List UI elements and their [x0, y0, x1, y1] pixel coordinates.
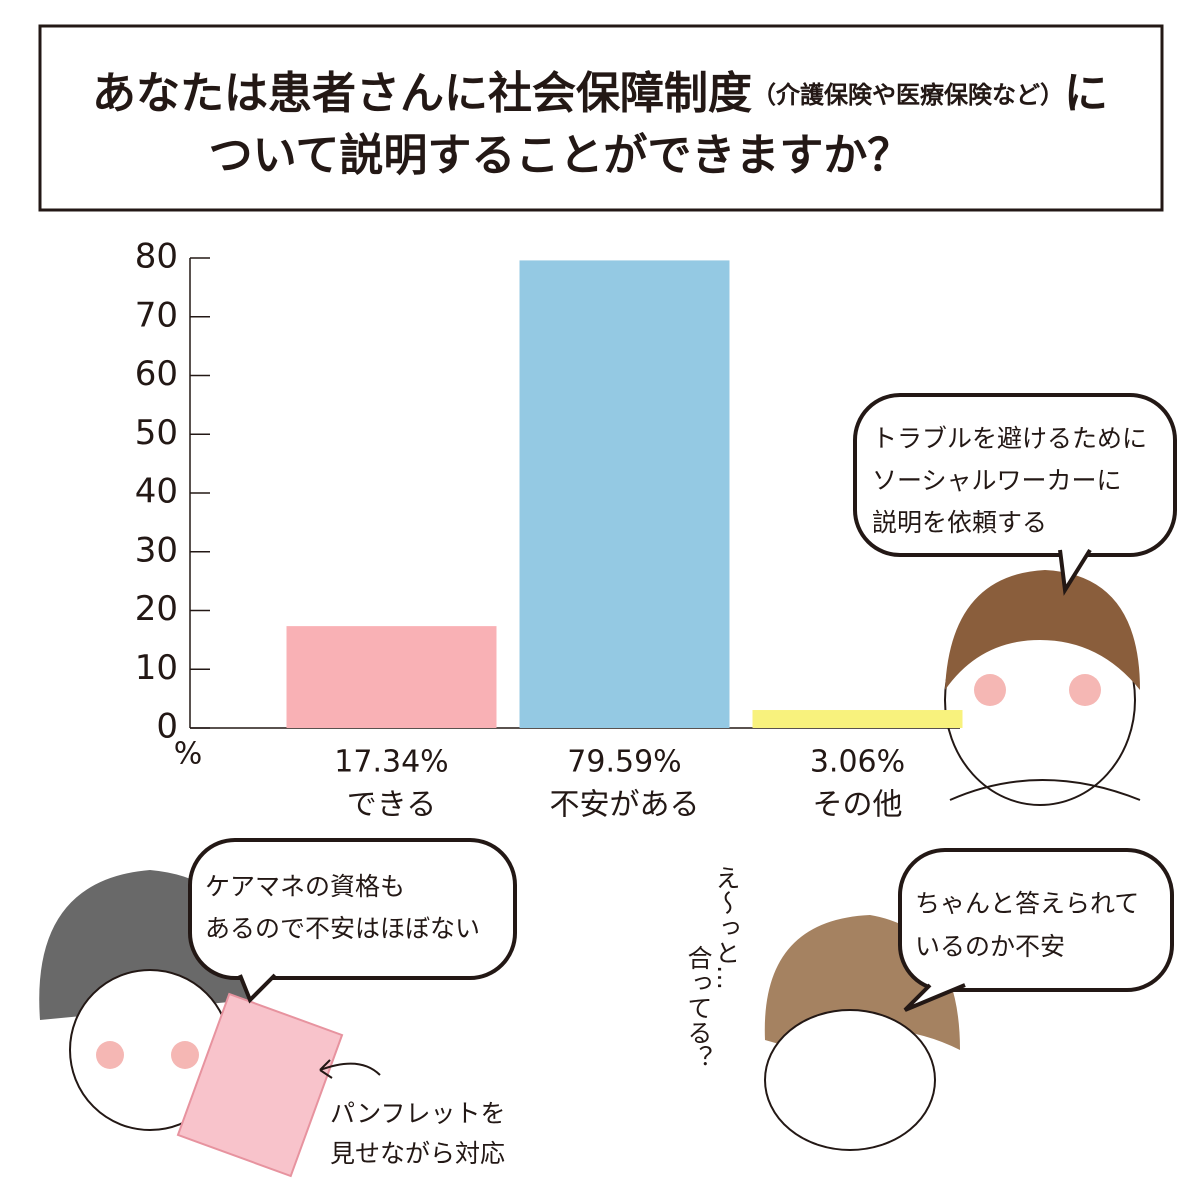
y-unit: % — [174, 737, 203, 772]
bar — [286, 626, 497, 728]
bar — [519, 260, 730, 728]
caption: 見せながら対応 — [330, 1139, 505, 1168]
y-tick-label: 20 — [135, 589, 178, 629]
y-tick-label: 0 — [156, 707, 178, 747]
illustration-right — [944, 570, 1141, 806]
bubble-text: 説明を依頼する — [872, 508, 1047, 537]
title-line2: ついて説明することができますか？ — [209, 130, 912, 181]
title-note: （介護保険や医療保険など） — [752, 81, 1064, 109]
title-line1: あなたは患者さんに社会保障制度（介護保険や医療保険など）に — [92, 68, 1108, 119]
bubble-text: あるので不安はほぼない — [205, 914, 480, 943]
speech-bubble — [188, 838, 517, 980]
x-tick-label: できる — [347, 788, 436, 823]
title-main: あなたは患者さんに社会保障制度 — [92, 68, 752, 119]
bubble-text: ちゃんと答えられて — [915, 889, 1139, 918]
bubble-text: ケアマネの資格も — [205, 872, 405, 901]
arrow — [319, 1059, 381, 1079]
value-label: 17.34% — [334, 745, 448, 780]
speech-bubble — [898, 848, 1174, 992]
bubble-tail — [238, 973, 277, 1004]
x-tick-label: その他 — [813, 788, 903, 823]
bubble-tail — [903, 983, 966, 1012]
y-tick-label: 30 — [135, 530, 178, 570]
y-tick-label: 60 — [135, 354, 178, 394]
caption: パンフレットを — [330, 1099, 506, 1128]
x-tick-label: 不安がある — [550, 788, 700, 823]
thought-text: 合ってる？ — [684, 945, 713, 1070]
y-tick-label: 70 — [135, 295, 178, 335]
bar — [752, 710, 963, 728]
thought-text: え〜っと… — [712, 865, 741, 990]
y-tick-label: 40 — [135, 472, 178, 512]
bubble-tail — [1058, 548, 1092, 596]
y-tick-label: 80 — [135, 237, 178, 277]
bubble-text: いるのか不安 — [915, 932, 1065, 961]
y-tick-label: 50 — [135, 413, 178, 453]
speech-bubble — [853, 393, 1177, 557]
bubble-text: ソーシャルワーカーに — [872, 466, 1122, 495]
title-box — [38, 24, 1164, 212]
bubble-text: トラブルを避けるために — [872, 424, 1147, 453]
title-end: に — [1064, 68, 1108, 119]
value-label: 3.06% — [810, 745, 905, 780]
value-label: 79.59% — [567, 745, 681, 780]
y-tick-label: 10 — [135, 648, 178, 688]
